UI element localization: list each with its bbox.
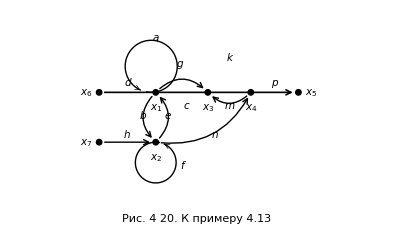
Circle shape (153, 140, 158, 145)
Text: g: g (176, 59, 183, 69)
Text: $x_3$: $x_3$ (202, 102, 214, 113)
Text: $x_7$: $x_7$ (81, 137, 93, 149)
Circle shape (205, 90, 211, 96)
Circle shape (153, 90, 158, 96)
Text: $x_1$: $x_1$ (150, 102, 162, 113)
Text: k: k (226, 53, 232, 63)
Text: n: n (211, 130, 218, 140)
Text: e: e (165, 110, 171, 121)
Text: $x_6$: $x_6$ (81, 87, 93, 99)
Text: $x_4$: $x_4$ (244, 102, 257, 113)
Circle shape (96, 90, 102, 96)
Text: d: d (124, 78, 131, 88)
Text: c: c (184, 100, 189, 110)
Circle shape (96, 140, 102, 145)
Circle shape (296, 90, 301, 96)
Text: a: a (152, 33, 159, 43)
Text: h: h (124, 129, 131, 139)
Text: p: p (271, 78, 278, 88)
Text: m: m (224, 100, 234, 110)
Text: $x_2$: $x_2$ (150, 151, 162, 163)
Circle shape (248, 90, 253, 96)
Text: f: f (180, 160, 184, 170)
Text: Рис. 4 20. К примеру 4.13: Рис. 4 20. К примеру 4.13 (122, 213, 271, 223)
Text: $x_5$: $x_5$ (305, 87, 317, 99)
Text: b: b (140, 110, 147, 121)
